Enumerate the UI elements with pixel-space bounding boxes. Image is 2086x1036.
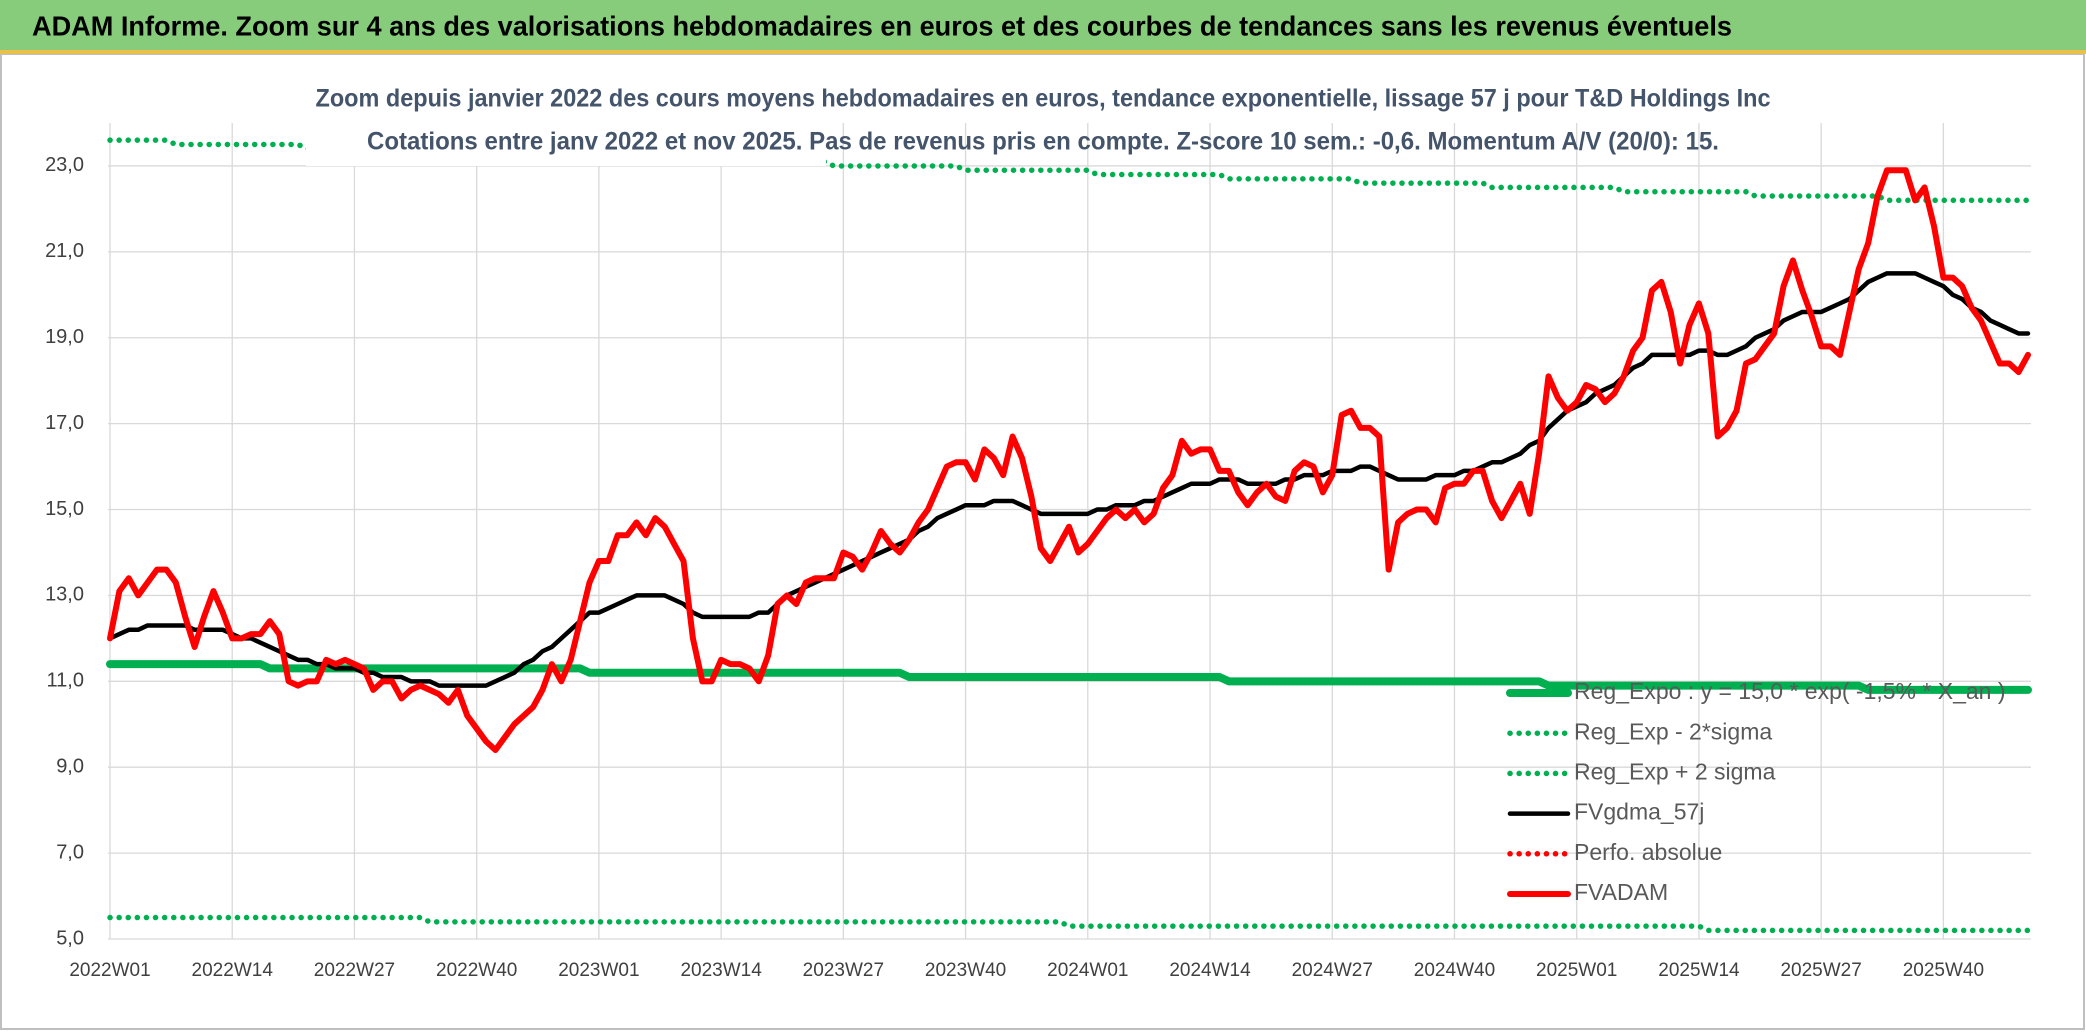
series-line bbox=[107, 167, 2031, 754]
legend-label: Reg_Exp - 2*sigma bbox=[1574, 718, 1772, 744]
y-tick-label: 9,0 bbox=[56, 755, 84, 777]
x-tick-label: 2023W27 bbox=[803, 960, 884, 981]
x-tick-label: 2022W40 bbox=[436, 960, 517, 981]
x-tick-label: 2025W27 bbox=[1780, 960, 1861, 981]
y-tick-label: 17,0 bbox=[45, 412, 84, 434]
y-tick-label: 5,0 bbox=[56, 927, 84, 949]
y-tick-label: 13,0 bbox=[45, 584, 84, 606]
y-tick-label: 15,0 bbox=[45, 498, 84, 520]
x-tick-label: 2025W40 bbox=[1903, 960, 1984, 981]
chart-title: Zoom depuis janvier 2022 des cours moyen… bbox=[316, 85, 1771, 113]
legend-label: Perfo. absolue bbox=[1574, 839, 1722, 865]
legend-label: Reg_Exp + 2 sigma bbox=[1574, 758, 1776, 784]
header-rule bbox=[0, 50, 2086, 54]
y-tick-label: 11,0 bbox=[47, 670, 84, 692]
legend: Reg_Expo : y = 15,0 * exp( -1,5% * X_an … bbox=[1506, 678, 2006, 905]
x-tick-label: 2023W01 bbox=[558, 960, 639, 981]
y-tick-label: 21,0 bbox=[45, 240, 84, 262]
x-tick-label: 2025W14 bbox=[1658, 960, 1740, 981]
series-line bbox=[106, 660, 2032, 694]
x-tick-label: 2024W14 bbox=[1169, 960, 1251, 981]
x-tick-label: 2023W40 bbox=[925, 960, 1006, 981]
x-tick-label: 2024W27 bbox=[1292, 960, 1373, 981]
x-tick-label: 2023W14 bbox=[680, 960, 762, 981]
legend-label: FVADAM bbox=[1574, 879, 1668, 905]
y-tick-label: 23,0 bbox=[45, 154, 84, 176]
series-line bbox=[107, 137, 2031, 204]
chart-subtitle: Cotations entre janv 2022 et nov 2025. P… bbox=[367, 128, 1719, 156]
legend-label: FVgdma_57j bbox=[1574, 799, 1704, 825]
x-tick-label: 2022W14 bbox=[192, 960, 274, 981]
legend-label: Reg_Expo : y = 15,0 * exp( -1,5% * X_an … bbox=[1574, 678, 2006, 704]
x-tick-label: 2024W40 bbox=[1414, 960, 1495, 981]
y-tick-label: 7,0 bbox=[56, 841, 84, 863]
header-banner bbox=[0, 0, 2086, 52]
y-tick-label: 19,0 bbox=[45, 326, 84, 348]
x-tick-label: 2022W01 bbox=[69, 960, 150, 981]
x-tick-label: 2024W01 bbox=[1047, 960, 1128, 981]
series-line bbox=[107, 914, 2031, 934]
x-tick-label: 2022W27 bbox=[314, 960, 395, 981]
x-tick-label: 2025W01 bbox=[1536, 960, 1617, 981]
title-box bbox=[306, 68, 826, 166]
plot-area: 5,0 7,0 9,0 11,0 13,0 15,0 17,0 19,0 21,0 23,0 202… bbox=[45, 123, 2032, 981]
header-title: ADAM Informe. Zoom sur 4 ans des valoris… bbox=[32, 10, 1732, 41]
